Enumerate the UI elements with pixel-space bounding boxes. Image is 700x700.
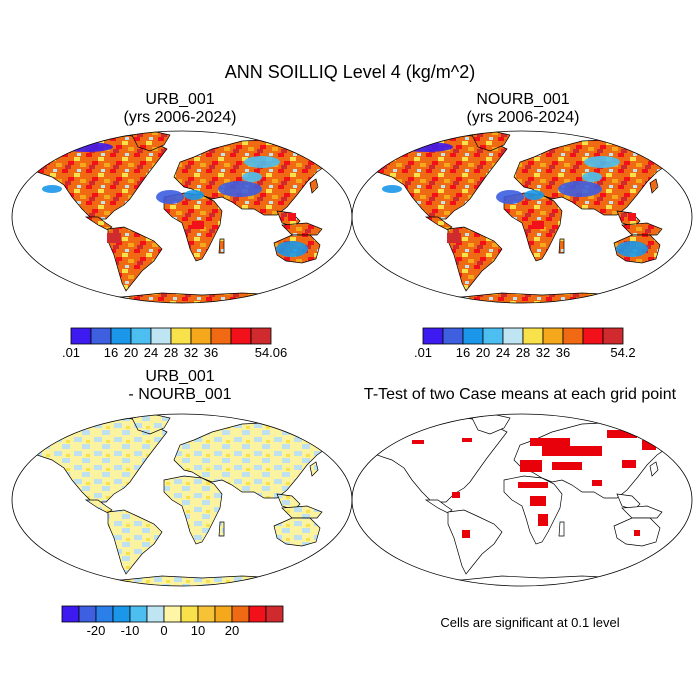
colorbar-difference-swatch [61,605,80,623]
colorbar-urb-label: 16 [104,345,118,360]
map-panel-urb [11,130,353,304]
panel-nourb-title-line2: (yrs 2006-2024) [466,109,580,126]
colorbar-urb-label: 28 [164,345,178,360]
colorbar-nourb-swatch [522,327,544,345]
colorbar-difference-swatch [231,605,250,623]
colorbar-difference-label: -20 [87,623,106,638]
colorbar-nourb-label: 54.2 [610,345,635,360]
colorbar-nourb-swatch [582,327,604,345]
colorbar-urb-swatch [150,327,172,345]
colorbar-urb-label: 36 [204,345,218,360]
colorbar-difference-label: 20 [225,623,239,638]
colorbar-difference-swatch [95,605,114,623]
significant-cells [412,430,656,538]
colorbar-nourb-swatch [442,327,464,345]
colorbar-difference-swatch [265,605,284,623]
colorbar-nourb-label: 32 [536,345,550,360]
panel-ttest-title-line1: T-Test of two Case means at each grid po… [363,386,677,403]
colorbar-difference-label: 0 [160,623,167,638]
colorbar-urb-swatch [110,327,132,345]
figure-title: ANN SOILLIQ Level 4 (kg/m^2) [224,62,476,82]
colorbar-nourb-label: 24 [496,345,510,360]
panel-ttest-title: T-Test of two Case means at each grid po… [340,386,700,404]
colorbar-urb-swatch [130,327,152,345]
map-panel-ttest [351,413,693,587]
colorbar-difference-swatch [78,605,97,623]
panel-urb-title-line2: (yrs 2006-2024) [123,109,237,126]
colorbar-difference: -20 -10 0 10 20 [61,605,284,638]
colorbar-nourb-label: 28 [516,345,530,360]
colorbar-difference-swatch [163,605,182,623]
colorbar-difference-label: 10 [191,623,205,638]
colorbar-nourb-label: 16 [456,345,470,360]
colorbar-urb-swatch [210,327,232,345]
colorbar-urb-label: 32 [184,345,198,360]
colorbar-urb-swatch [170,327,192,345]
colorbar-nourb-swatch [602,327,624,345]
colorbar-urb-label: 54.06 [255,345,288,360]
colorbar-urb: .01 16 20 24 28 32 36 54.06 [62,327,288,360]
panel-nourb-title-line1: NOURB_001 [476,91,570,108]
colorbar-difference-swatch [180,605,199,623]
colorbar-urb-swatch [90,327,112,345]
colorbar-urb-label: 24 [144,345,158,360]
panel-diff-title-line2: - NOURB_001 [128,386,232,403]
colorbar-nourb-swatch [542,327,564,345]
colorbar-urb-swatch [190,327,212,345]
map-panel-nourb [351,130,693,304]
colorbar-difference-swatch [248,605,267,623]
colorbar-urb-swatch [70,327,92,345]
colorbar-nourb-swatch [462,327,484,345]
colorbar-difference-label: -10 [121,623,140,638]
panel-nourb-title: NOURB_001 (yrs 2006-2024) [428,91,618,127]
colorbar-nourb-label: 20 [476,345,490,360]
colorbar-nourb-swatch [482,327,504,345]
colorbar-urb-swatch [250,327,272,345]
colorbar-nourb-swatch [502,327,524,345]
colorbar-difference-swatch [146,605,165,623]
colorbar-nourb-label: 36 [556,345,570,360]
colorbar-nourb: .01 16 20 24 28 32 36 54.2 [414,327,636,360]
colorbar-difference-swatch [129,605,148,623]
colorbar-nourb-swatch [562,327,584,345]
panel-diff-title: URB_001 - NOURB_001 [85,368,275,404]
colorbar-difference-swatch [214,605,233,623]
map-panel-difference [11,413,353,587]
colorbar-urb-label: .01 [62,345,80,360]
panel-urb-title-line1: URB_001 [145,91,215,108]
colorbar-difference-swatch [197,605,216,623]
significance-note: Cells are significant at 0.1 level [440,615,620,630]
panel-diff-title-line1: URB_001 [145,368,215,385]
colorbar-difference-swatch [112,605,131,623]
colorbar-urb-label: 20 [124,345,138,360]
panel-urb-title: URB_001 (yrs 2006-2024) [85,91,275,127]
colorbar-urb-swatch [230,327,252,345]
colorbar-nourb-label: .01 [414,345,432,360]
colorbar-nourb-swatch [422,327,444,345]
